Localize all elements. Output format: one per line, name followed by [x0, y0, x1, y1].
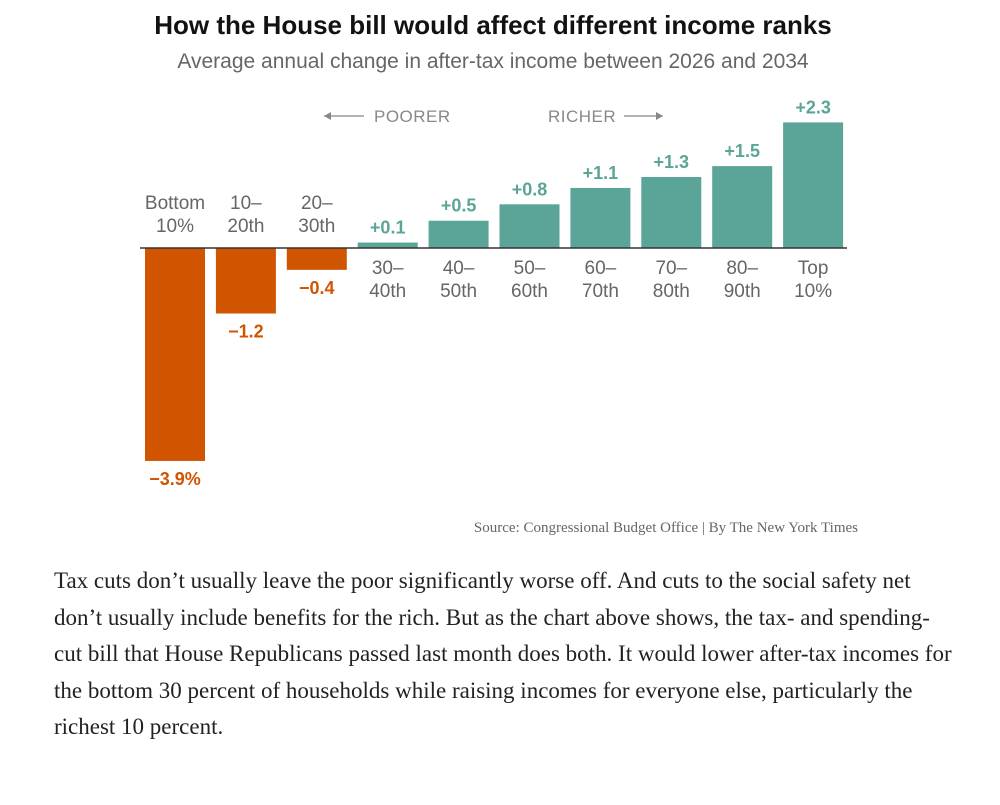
category-label-line: 50–: [514, 258, 546, 279]
bar-10: [783, 122, 844, 248]
bar-9: [712, 166, 773, 248]
chart-title: How the House bill would affect differen…: [154, 10, 832, 40]
category-label-line: 60th: [511, 281, 548, 302]
category-label-7: 60– 70th: [582, 258, 619, 302]
bar-chart: How the House bill would affect differen…: [140, 10, 858, 536]
category-label-line: 30th: [298, 216, 335, 237]
value-labels: −3.9% −1.2 −0.4 +0.1 +0.5 +0.8 +1.1 +1.3 +1.5 +2.…: [149, 97, 831, 489]
value-label-9: +1.5: [724, 141, 760, 161]
bar-4: [357, 242, 418, 248]
bar-3: [286, 248, 347, 270]
source-credit: Source: Congressional Budget Office | By…: [474, 520, 858, 536]
category-label-line: 10–: [230, 193, 262, 214]
category-label-line: 60–: [585, 258, 617, 279]
bars: [145, 122, 844, 461]
category-label-9: 80– 90th: [724, 258, 761, 302]
category-label-1: Bottom 10%: [145, 193, 205, 237]
bar-6: [499, 204, 560, 248]
bar-5: [428, 220, 489, 248]
category-label-line: 20–: [301, 193, 333, 214]
category-label-5: 40– 50th: [440, 258, 477, 302]
value-label-3: −0.4: [299, 278, 335, 298]
value-label-10: +2.3: [795, 97, 831, 117]
value-label-8: +1.3: [654, 152, 690, 172]
category-label-line: 90th: [724, 281, 761, 302]
bar-7: [570, 187, 631, 248]
left-arrow-icon: [324, 112, 331, 120]
bar-1: [145, 248, 205, 461]
bar-8: [641, 177, 702, 248]
poorer-indicator: POORER: [324, 107, 451, 126]
value-label-2: −1.2: [228, 322, 264, 342]
category-label-4: 30– 40th: [369, 258, 406, 302]
category-label-line: 80–: [726, 258, 758, 279]
poorer-label: POORER: [374, 107, 451, 126]
category-label-8: 70– 80th: [653, 258, 690, 302]
category-label-line: 80th: [653, 281, 690, 302]
bar-2: [215, 248, 276, 314]
category-label-line: 40th: [369, 281, 406, 302]
article-paragraph: Tax cuts don’t usually leave the poor si…: [54, 568, 952, 739]
richer-indicator: RICHER: [548, 107, 663, 126]
category-label-3: 20– 30th: [298, 193, 335, 237]
value-label-1: −3.9%: [149, 469, 201, 489]
category-label-line: 10%: [156, 216, 194, 237]
value-label-7: +1.1: [583, 163, 619, 183]
category-label-line: Top: [798, 258, 829, 279]
category-label-line: 30–: [372, 258, 404, 279]
category-label-line: 20th: [227, 216, 264, 237]
category-label-2: 10– 20th: [227, 193, 264, 237]
category-label-line: 70–: [655, 258, 687, 279]
category-label-line: 50th: [440, 281, 477, 302]
category-label-line: 70th: [582, 281, 619, 302]
value-label-5: +0.5: [441, 196, 477, 216]
right-arrow-icon: [656, 112, 663, 120]
chart-subtitle: Average annual change in after-tax incom…: [177, 50, 809, 73]
category-label-line: Bottom: [145, 193, 205, 214]
value-label-6: +0.8: [512, 179, 548, 199]
value-label-4: +0.1: [370, 218, 406, 238]
category-label-line: 10%: [794, 281, 832, 302]
category-label-6: 50– 60th: [511, 258, 548, 302]
richer-label: RICHER: [548, 107, 616, 126]
category-label-10: Top 10%: [794, 258, 832, 302]
category-label-line: 40–: [443, 258, 475, 279]
